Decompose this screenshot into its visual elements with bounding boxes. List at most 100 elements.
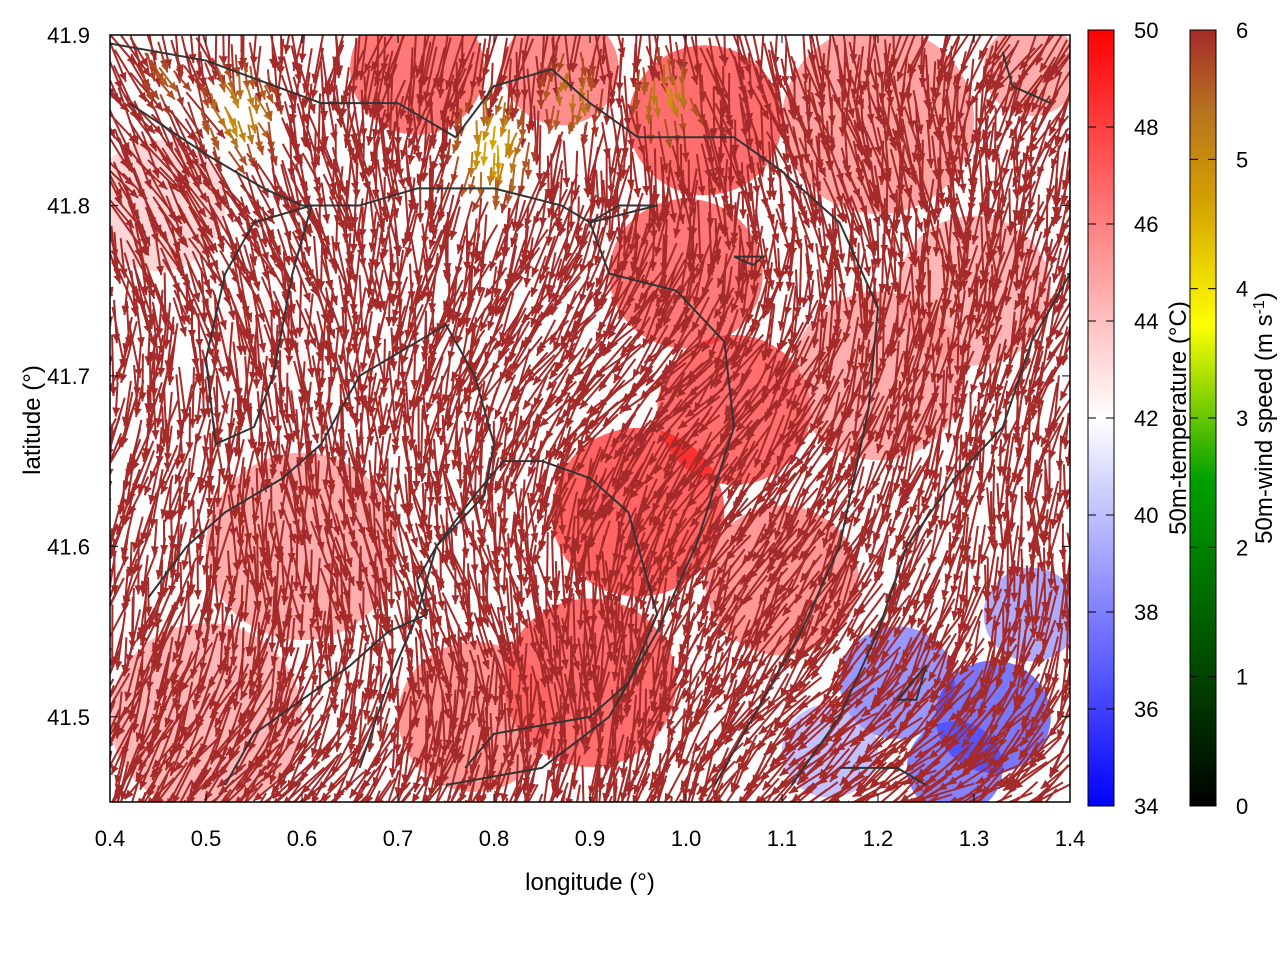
wind-arrow-head: [626, 179, 635, 189]
wind-arrow-head: [413, 144, 421, 155]
wind-arrow-head: [246, 97, 255, 108]
wind-arrow-head: [1009, 128, 1018, 139]
wind-arrow-head: [102, 472, 109, 482]
wind-arrow-head: [649, 217, 658, 227]
wind-arrow-head: [475, 76, 484, 87]
wind-arrow-shaft: [994, 230, 1018, 289]
wind-arrow-shaft: [87, 390, 107, 423]
wind-arrow-head: [179, 237, 188, 248]
wind-arrow-shaft: [1013, 215, 1018, 275]
wind-arrow-head: [150, 89, 160, 100]
wind-arrow-head: [747, 270, 756, 280]
wind-arrow-head: [148, 71, 157, 82]
wind-arrow-head: [539, 217, 548, 227]
wind-arrow-head: [1012, 281, 1021, 291]
wind-arrow-head: [661, 163, 669, 173]
wind-arrow-shaft: [352, 37, 358, 95]
wind-arrow-head: [322, 213, 331, 224]
wind-arrow-shaft: [980, 216, 985, 280]
wind-arrow-head: [1031, 101, 1040, 112]
wind-arrow-head: [543, 90, 551, 101]
wind-arrow-head: [217, 194, 227, 205]
wind-arrow-head: [758, 259, 767, 269]
wind-arrow-head: [574, 235, 583, 245]
wind-arrow-head: [97, 404, 105, 414]
wind-arrow-head: [659, 77, 668, 87]
wind-arrow-head: [1063, 235, 1070, 246]
wind-arrow-head: [87, 413, 95, 423]
wind-arrow-head: [1053, 305, 1062, 315]
wind-arrow-shaft: [524, 176, 545, 228]
wind-arrow-head: [362, 105, 371, 115]
wind-arrow-head: [574, 114, 583, 125]
wind-arrow-shaft: [226, 190, 259, 238]
wind-arrow-shaft: [381, 79, 406, 133]
wind-arrow-head: [673, 228, 681, 238]
wind-arrow-shaft: [531, 221, 556, 278]
wind-arrow-head: [986, 82, 995, 93]
wind-arrow-head: [169, 182, 179, 192]
wind-arrow-head: [384, 113, 393, 123]
wind-arrow-head: [888, 192, 896, 203]
wind-arrow-head: [235, 90, 244, 100]
wind-arrow-shaft: [499, 255, 531, 305]
wind-arrow-head: [739, 307, 748, 318]
wind-arrow-head: [89, 439, 97, 448]
wind-arrow-head: [349, 243, 358, 253]
wind-arrow-head: [486, 176, 495, 186]
wind-arrow-head: [1014, 106, 1024, 117]
wind-arrow-head: [1042, 246, 1051, 256]
wind-arrow-head: [80, 452, 88, 462]
wind-arrow-head: [896, 71, 905, 82]
wind-arrow-head: [506, 148, 515, 159]
wind-arrow-head: [399, 108, 407, 119]
wind-arrow-head: [630, 266, 639, 276]
wind-arrow-head: [675, 58, 684, 69]
wind-arrow-head: [110, 316, 114, 326]
wind-arrow-head: [863, 70, 872, 80]
wind-arrow-head: [869, 246, 878, 256]
wind-arrow-head: [730, 237, 738, 247]
wind-arrow-shaft: [1009, 218, 1024, 280]
wind-arrow-head: [862, 157, 870, 168]
wind-arrow-head: [390, 316, 399, 326]
wind-arrow-head: [266, 207, 275, 218]
wind-arrow-shaft: [134, 242, 156, 299]
wind-arrow-head: [926, 158, 935, 168]
wind-arrow-head: [211, 188, 221, 199]
wind-arrow-head: [256, 145, 265, 156]
wind-arrow-head: [814, 90, 822, 101]
wind-arrow-head: [484, 287, 494, 298]
wind-arrow-head: [500, 203, 508, 213]
wind-arrow-head: [665, 98, 673, 108]
wind-arrow-head: [1048, 146, 1058, 157]
wind-arrow-shaft: [617, 261, 649, 320]
wind-arrow-head: [346, 221, 355, 232]
wind-arrow-head: [731, 302, 739, 313]
wind-arrow-head: [303, 246, 312, 256]
wind-arrow-head: [738, 293, 747, 303]
wind-arrow-head: [1020, 234, 1029, 245]
wind-arrow-head: [1049, 125, 1057, 136]
wind-arrow-head: [827, 137, 835, 147]
wind-arrow-shaft: [664, 159, 672, 220]
wind-arrow-head: [509, 163, 518, 173]
wind-arrow-head: [562, 177, 571, 187]
wind-arrow-shaft: [407, 90, 435, 149]
wind-arrow-shaft: [1012, 134, 1036, 188]
wind-arrow-head: [815, 162, 824, 173]
wind-arrow-head: [447, 119, 456, 130]
wind-arrow-shaft: [842, 111, 849, 175]
wind-arrow-shaft: [758, 35, 765, 85]
wind-arrow-head: [124, 218, 134, 229]
wind-arrow-head: [579, 106, 588, 117]
wind-arrow-head: [588, 81, 597, 92]
wind-arrow-head: [584, 103, 593, 113]
wind-arrow-head: [265, 93, 274, 104]
wind-arrow-shaft: [98, 407, 106, 459]
wind-arrow-shaft: [101, 437, 108, 476]
wind-arrow-shaft: [854, 46, 865, 109]
wind-arrow-shaft: [324, 83, 337, 142]
wind-arrow-head: [678, 76, 687, 86]
wind-arrow-head: [818, 318, 827, 328]
